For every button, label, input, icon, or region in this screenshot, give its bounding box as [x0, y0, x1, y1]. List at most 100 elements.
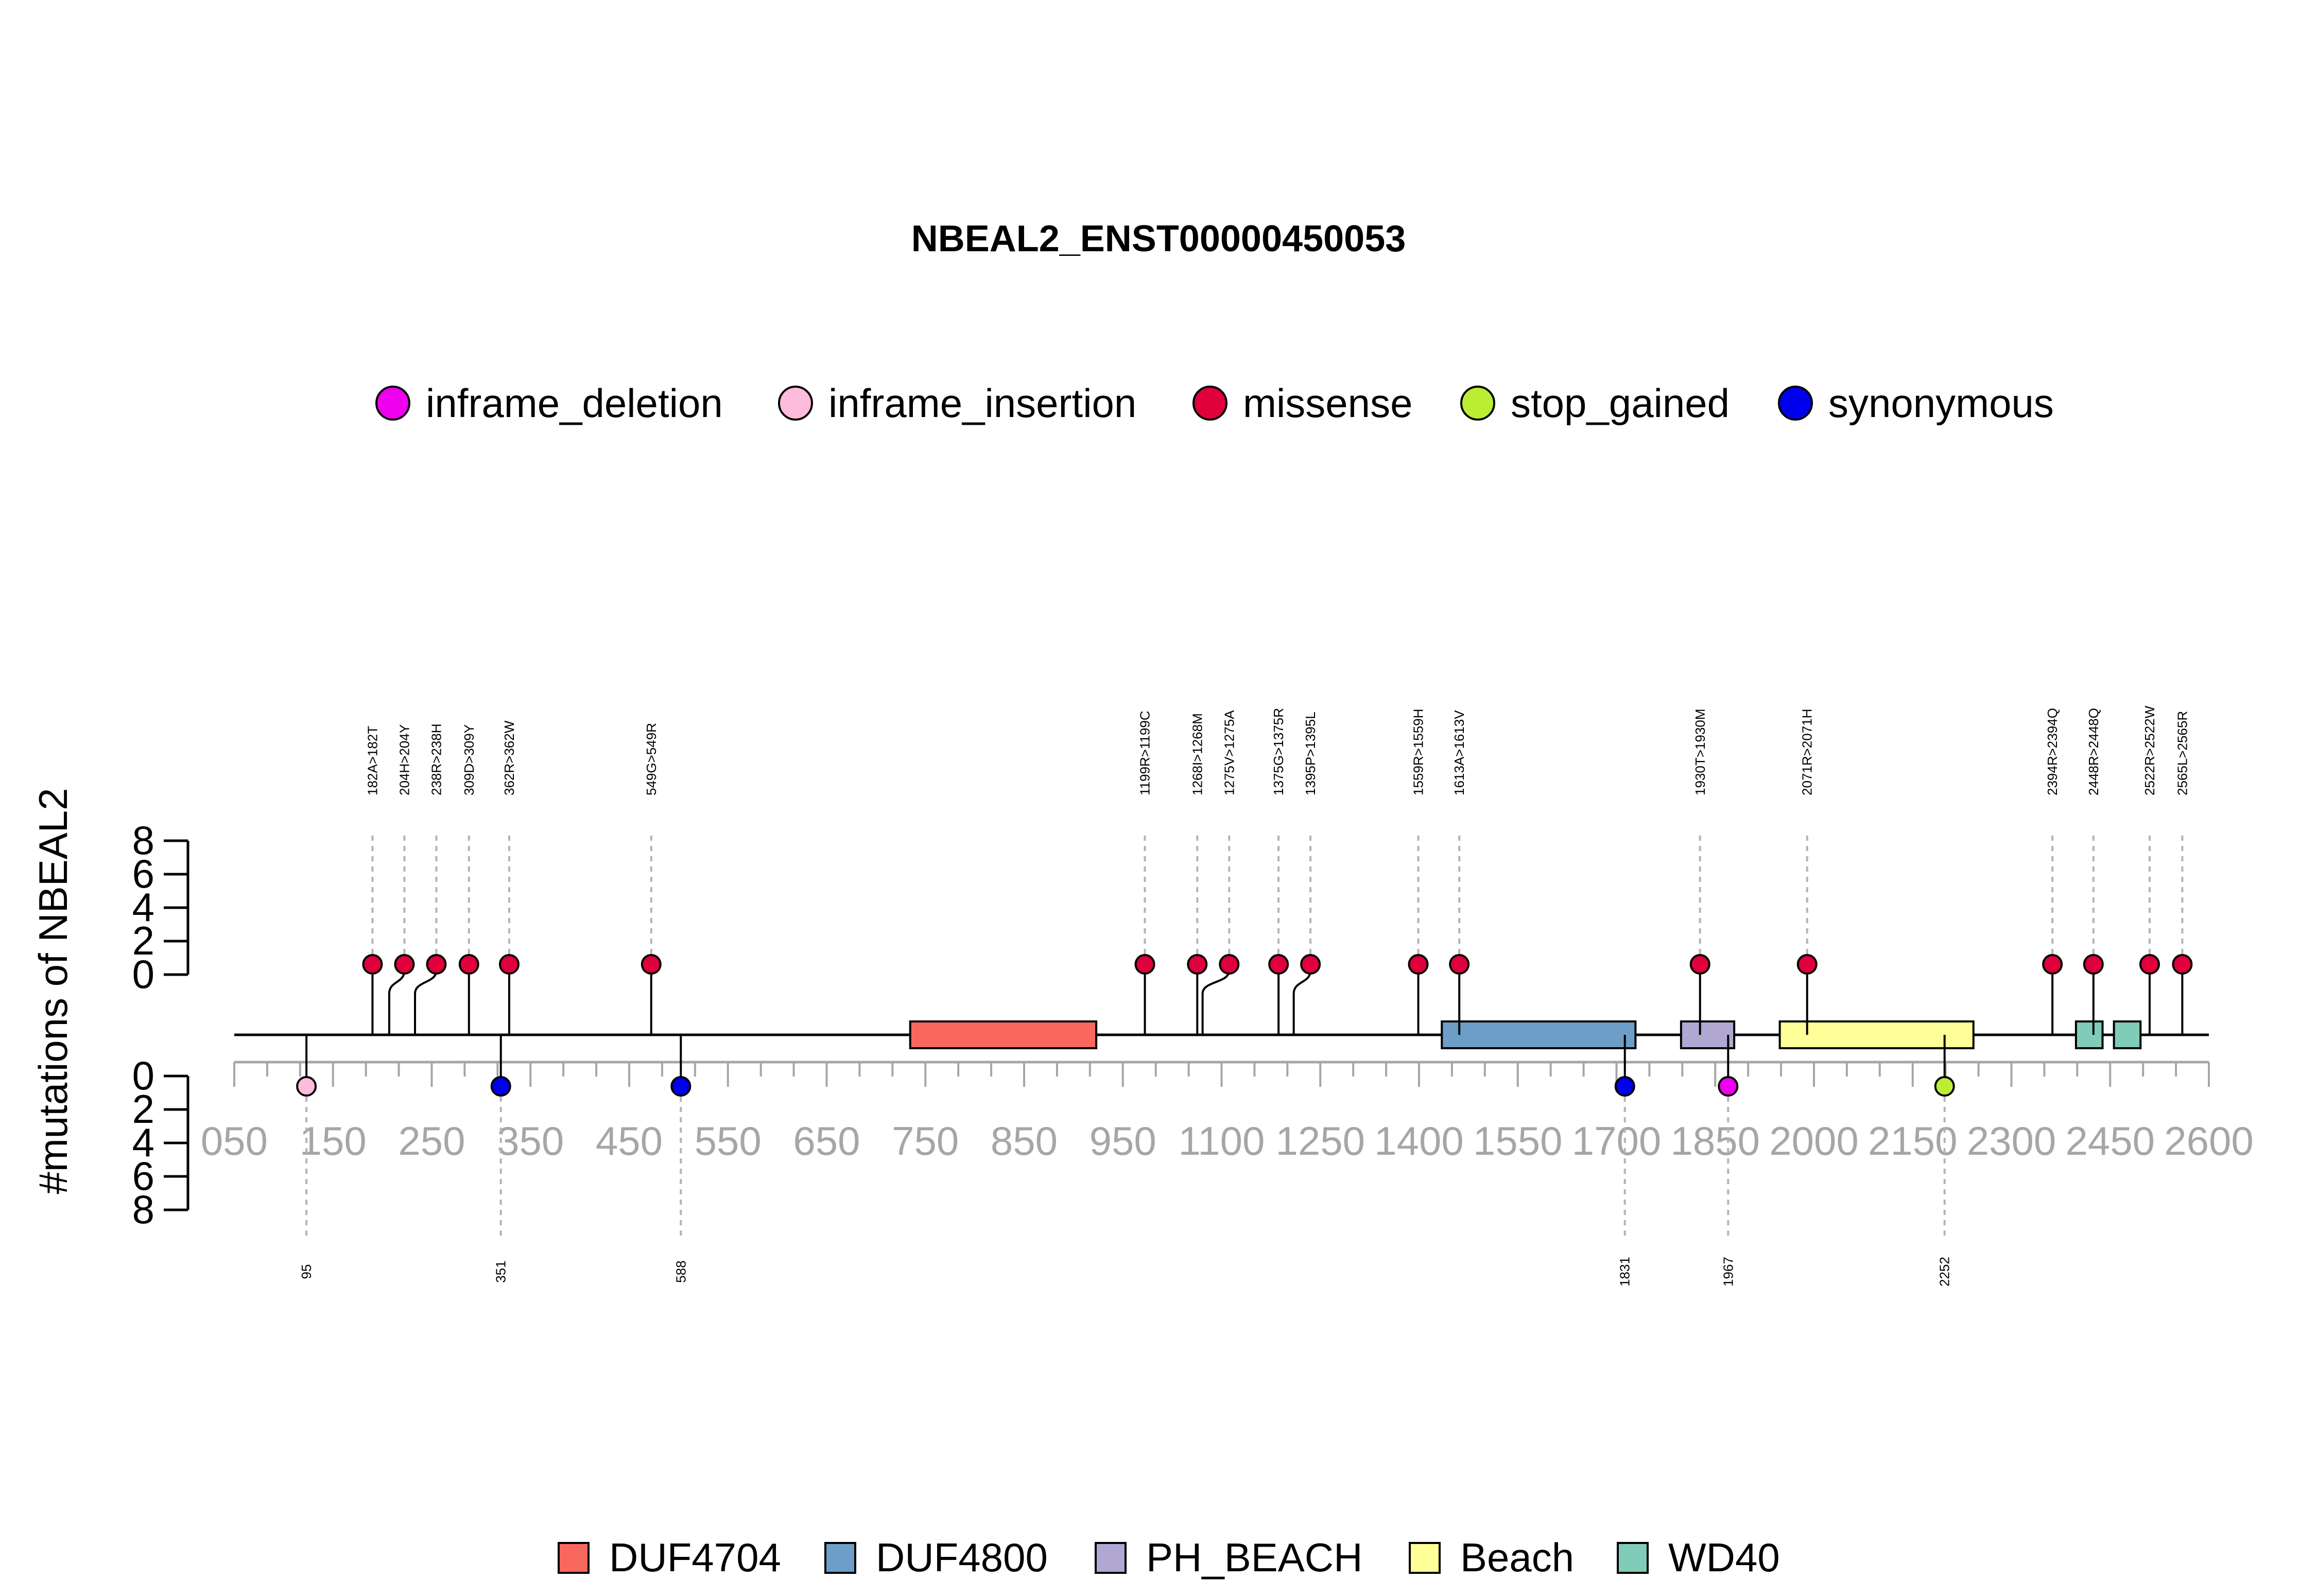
bottom-mutations: 95 351 588 1831 1967 2252	[296, 1035, 1955, 1287]
x-tick-label: 250	[398, 1118, 465, 1164]
domain-legend: DUF4704 DUF4800 PH_BEACH Beach WD40	[558, 1535, 1780, 1580]
mutation-label: 1831	[1617, 1257, 1633, 1287]
mutation-1275V>1275A: 1275V>1275A	[1201, 710, 1240, 1035]
mutation-label: 204H>204Y	[396, 724, 412, 795]
lollipop-head	[296, 1076, 317, 1097]
legend-label: inframe_insertion	[828, 380, 1136, 426]
domain-duf4800	[1441, 1020, 1637, 1049]
domain-beach	[1778, 1020, 1975, 1049]
x-tick-label: 750	[892, 1118, 959, 1164]
domain-legend-item-duf4800: DUF4800	[824, 1535, 1048, 1580]
domain-duf4704	[909, 1020, 1098, 1049]
domain-legend-item-duf4704: DUF4704	[558, 1535, 781, 1580]
mutation-1199R>1199C: 1199R>1199C	[1134, 710, 1155, 1035]
mutation-label: 351	[493, 1260, 509, 1282]
lollipop-head	[1718, 1076, 1739, 1097]
mutation-1375G>1375R: 1375G>1375R	[1268, 708, 1289, 1035]
y-tick-label: 6	[132, 1153, 154, 1199]
lollipop-head	[641, 954, 662, 975]
lollipop-head	[1300, 954, 1321, 975]
lollipop-head	[2139, 954, 2160, 975]
y-axis-label: #mutations of NBEAL2	[30, 788, 76, 1194]
y-tick-label: 0	[132, 951, 154, 997]
mutation-label: 549G>549R	[644, 723, 659, 795]
domain-legend-label: Beach	[1460, 1535, 1574, 1580]
domains	[909, 1020, 2142, 1049]
x-tick-label: 1100	[1179, 1118, 1265, 1164]
mutation-label: 588	[673, 1260, 688, 1282]
mutation-1559R>1559H: 1559R>1559H	[1408, 709, 1429, 1035]
lollipop-head	[1796, 954, 1818, 975]
mutation-label: 1613A>1613V	[1451, 710, 1467, 795]
x-tick-label: 1250	[1275, 1118, 1365, 1164]
mutation-204H>204Y: 204H>204Y	[388, 724, 415, 1035]
legend-marker	[778, 386, 813, 421]
mutation-label: 362R>362W	[502, 720, 517, 795]
x-tick-label: 950	[1090, 1118, 1156, 1164]
x-tick-label: 050	[201, 1118, 268, 1164]
x-tick-label: 1550	[1473, 1118, 1563, 1164]
x-tick-label: 2300	[1967, 1118, 2056, 1164]
mutation-362R>362W: 362R>362W	[498, 720, 520, 1035]
lollipop-head	[1219, 954, 1240, 975]
mutation-label: 1375G>1375R	[1271, 708, 1286, 795]
y-tick-label: 8	[132, 1187, 154, 1232]
mutation-label: 2448R>2448Q	[2086, 708, 2101, 795]
legend-marker	[1192, 386, 1227, 421]
domain-legend-label: DUF4800	[876, 1535, 1048, 1580]
legend-label: stop_gained	[1511, 380, 1730, 426]
mutation-label: 2071R>2071H	[1800, 709, 1815, 795]
lollipop-head	[2172, 954, 2193, 975]
mutation-1395P>1395L: 1395P>1395L	[1292, 712, 1321, 1035]
legend-marker	[1778, 386, 1813, 421]
mutation-549G>549R: 549G>549R	[641, 723, 662, 1035]
mutation-label: 2522R>2522W	[2142, 705, 2157, 795]
y-tick-label: 2	[132, 918, 154, 963]
lollipop-stem	[1292, 964, 1312, 1035]
mutation-label: 182A>182T	[365, 726, 380, 795]
mutation-2071R>2071H: 2071R>2071H	[1796, 709, 1818, 1035]
lollipop-head	[394, 954, 415, 975]
legend-item-synonymous: synonymous	[1778, 380, 2054, 426]
mutation-2522R>2522W: 2522R>2522W	[2139, 705, 2160, 1035]
x-tick-label: 450	[596, 1118, 663, 1164]
y-tick-label: 4	[132, 884, 154, 930]
legend-label: synonymous	[1828, 380, 2054, 426]
chart-title: NBEAL2_ENST00000450053	[911, 218, 1406, 259]
x-tick-label: 2000	[1769, 1118, 1859, 1164]
mutation-label: 1967	[1720, 1257, 1736, 1287]
mutation-2252: 2252	[1934, 1035, 1955, 1287]
lollipop-stem	[1201, 964, 1231, 1035]
x-tick-label: 1400	[1374, 1118, 1464, 1164]
y-tick-label: 2	[132, 1086, 154, 1132]
legend-item-inframe_deletion: inframe_deletion	[375, 380, 723, 426]
domain-legend-label: WD40	[1668, 1535, 1780, 1580]
lollipop-head	[362, 954, 383, 975]
x-tick-label: 2150	[1868, 1118, 1958, 1164]
mutation-label: 1199R>1199C	[1137, 710, 1153, 795]
mutation-238R>238H: 238R>238H	[414, 724, 447, 1035]
legend-item-missense: missense	[1192, 380, 1412, 426]
legend-marker	[1460, 386, 1495, 421]
domain-wd40	[2074, 1020, 2104, 1049]
lollipop-stem	[388, 964, 406, 1035]
mutation-label: 2565L>2565R	[2174, 711, 2190, 795]
domain-legend-swatch	[1409, 1542, 1441, 1574]
mutation-label: 1559R>1559H	[1411, 709, 1426, 795]
legend-label: inframe_deletion	[426, 380, 723, 426]
y-tick-label: 8	[132, 818, 154, 863]
domain-legend-item-wd40: WD40	[1617, 1535, 1780, 1580]
mutation-label: 1275V>1275A	[1221, 710, 1237, 795]
domain-legend-label: PH_BEACH	[1146, 1535, 1362, 1580]
domain-legend-swatch	[1617, 1542, 1649, 1574]
lollipop-head	[1134, 954, 1155, 975]
mutation-label: 1930T>1930M	[1692, 709, 1708, 795]
mutation-legend: inframe_deletion inframe_insertion missens…	[375, 380, 2054, 426]
lollipop-head	[2042, 954, 2063, 975]
domain-wd40	[2113, 1020, 2142, 1049]
lollipop-head	[426, 954, 447, 975]
mutation-95: 95	[296, 1035, 317, 1279]
mutation-1967: 1967	[1718, 1035, 1739, 1287]
